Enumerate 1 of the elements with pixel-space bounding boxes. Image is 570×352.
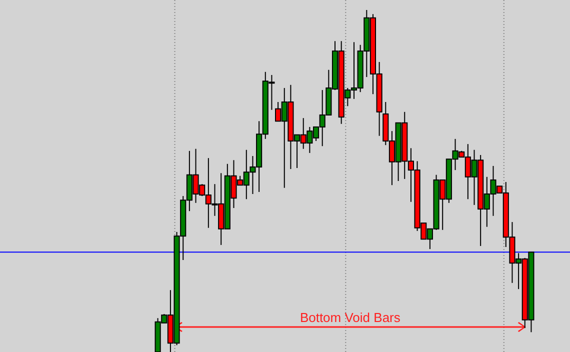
annotation: Bottom Void Bars [300, 310, 401, 325]
